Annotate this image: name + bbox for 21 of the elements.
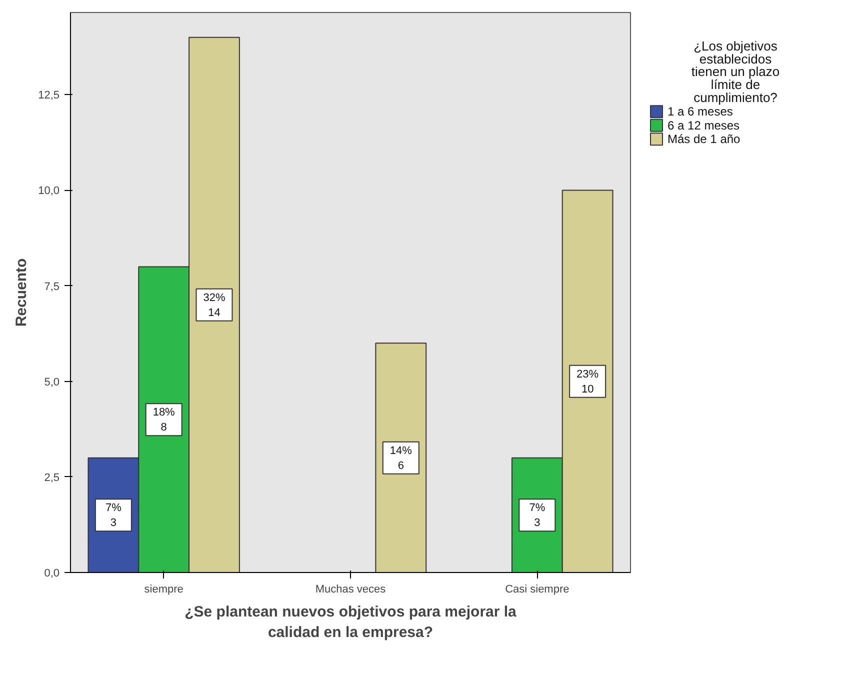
legend-title: ¿Los objetivos establecidos tienen un plazo límite de cumplimiento? [691, 38, 780, 106]
data-label: 7% 3 [529, 502, 546, 530]
y-axis-title: Recuento [13, 258, 30, 327]
data-label: 14% 6 [390, 444, 412, 472]
data-label: 7% 3 [105, 502, 122, 530]
x-tick-label: Casi siempre [505, 584, 570, 596]
y-tick-label: 10,0 [38, 185, 60, 198]
data-label: 23% 10 [576, 368, 599, 396]
y-tick-label: 5,0 [44, 376, 60, 388]
data-label: 18% 8 [152, 406, 176, 434]
y-tick-label: 0,0 [44, 568, 60, 580]
y-tick-label: 7,5 [44, 280, 60, 293]
y-tick-label: 2,5 [44, 472, 60, 484]
legend-label: 6 a 12 meses [668, 118, 740, 132]
legend-label: 1 a 6 meses [668, 104, 733, 119]
x-tick-label: siempre [144, 584, 184, 596]
y-tick-label: 12,5 [38, 90, 60, 102]
data-label: 32% 14 [203, 292, 226, 319]
legend-label: Más de 1 año [668, 132, 741, 146]
x-axis-title: ¿Se plantean nuevos objetivos para mejorar la calidad en la empresa? [184, 604, 518, 641]
x-tick-label: Muchas veces [315, 584, 386, 596]
